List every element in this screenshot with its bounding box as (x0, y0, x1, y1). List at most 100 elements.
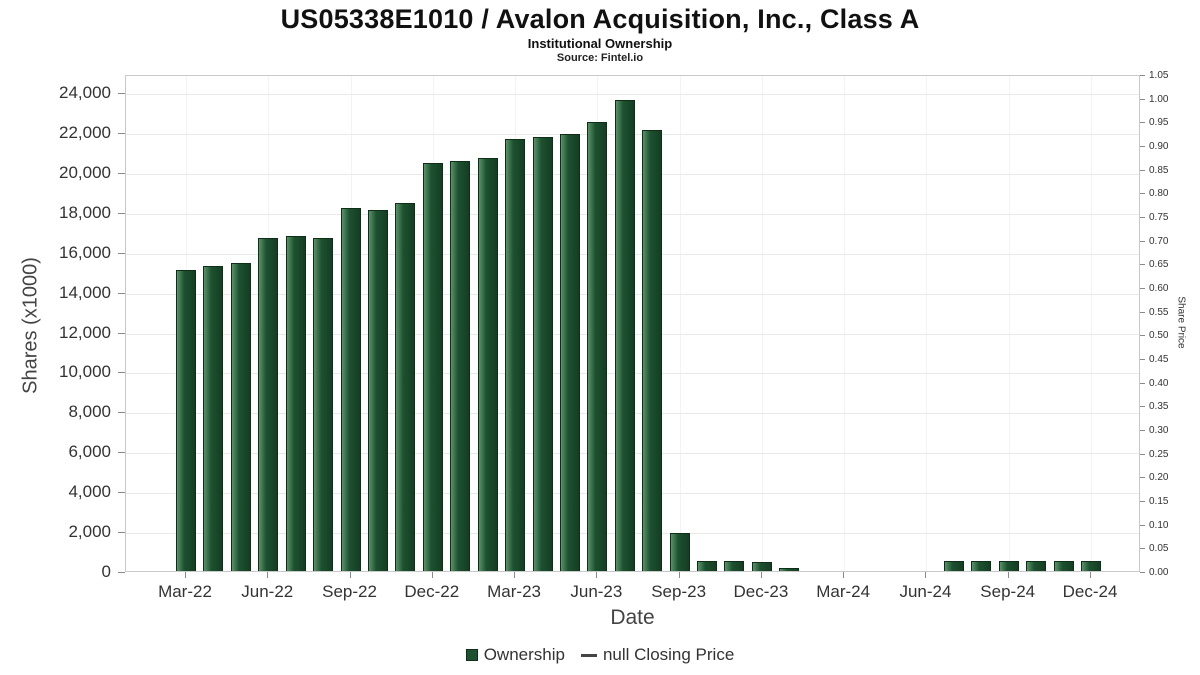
chart-subtitle: Institutional Ownership (527, 36, 673, 51)
y-tick-label: 16,000 (59, 242, 111, 262)
tick-mark (925, 572, 927, 578)
y-tick-label: 10,000 (59, 362, 111, 382)
y-tick-label: 22,000 (59, 122, 111, 142)
ownership-bar[interactable] (367, 209, 388, 571)
price-tick-label: 0.10 (1149, 519, 1169, 531)
tick-mark (1140, 406, 1145, 408)
ownership-bar[interactable] (724, 561, 745, 571)
plot-area (125, 75, 1140, 572)
ownership-bar[interactable] (1026, 561, 1047, 571)
legend-item-ownership[interactable]: Ownership (465, 645, 565, 665)
price-tick-label: 0.75 (1149, 212, 1169, 223)
ownership-bar[interactable] (697, 561, 718, 571)
line-swatch-icon (580, 653, 597, 657)
gridline (679, 76, 681, 571)
ownership-bar[interactable] (203, 265, 224, 571)
ownership-bar[interactable] (422, 162, 443, 571)
legend-label-closing-price: null Closing Price (602, 645, 735, 664)
price-tick-label: 0.05 (1149, 543, 1169, 555)
gridline (126, 94, 1139, 95)
tick-mark (1140, 335, 1145, 337)
tick-mark (118, 492, 125, 494)
x-tick-label: Mar-23 (487, 582, 541, 601)
x-tick-label: Dec-22 (404, 582, 460, 601)
tick-mark (1140, 501, 1145, 502)
price-tick-label: 0.95 (1149, 117, 1169, 129)
price-tick-label: 0.20 (1149, 472, 1169, 484)
y-tick-label: 6,000 (68, 442, 111, 462)
bar-swatch-icon (465, 649, 478, 661)
gridline (761, 76, 763, 571)
price-tick-label: 1.05 (1149, 70, 1169, 81)
y-tick-label: 0 (101, 562, 111, 581)
chart-title: US05338E1010 / Avalon Acquisition, Inc.,… (280, 4, 920, 34)
y-axis-label-shares: Shares (x1000) (19, 257, 42, 394)
ownership-bar[interactable] (751, 562, 772, 571)
y-tick-label: 18,000 (59, 202, 111, 222)
legend-item-closing-price[interactable]: null Closing Price (580, 645, 735, 665)
ownership-bar[interactable] (258, 237, 279, 571)
tick-mark (118, 292, 125, 294)
ownership-bar[interactable] (285, 235, 306, 571)
ownership-bar[interactable] (669, 533, 690, 571)
tick-mark (349, 572, 351, 578)
y-tick-label: 12,000 (59, 322, 111, 342)
tick-mark (678, 572, 680, 578)
tick-mark (118, 93, 125, 94)
tick-mark (118, 372, 125, 374)
tick-mark (1140, 75, 1145, 76)
ownership-bar[interactable] (943, 561, 964, 571)
ownership-bar[interactable] (998, 561, 1019, 571)
tick-mark (118, 252, 125, 254)
x-tick-label: Mar-22 (158, 582, 212, 601)
ownership-bar[interactable] (1053, 561, 1074, 571)
x-tick-label: Jun-24 (899, 582, 952, 601)
ownership-bar[interactable] (230, 262, 251, 571)
tick-mark (1140, 430, 1145, 431)
ownership-bar[interactable] (559, 133, 580, 571)
price-tick-label: 0.80 (1149, 188, 1169, 200)
tick-mark (843, 572, 845, 578)
y-axis-label-price: Share Price (1175, 296, 1187, 349)
y-tick-label: 14,000 (59, 282, 111, 302)
tick-mark (1140, 524, 1145, 526)
x-tick-label: Jun-22 (241, 582, 294, 601)
tick-mark (118, 412, 125, 414)
price-tick-label: 0.55 (1149, 306, 1169, 318)
price-tick-label: 0.25 (1149, 448, 1169, 460)
tick-mark (1140, 453, 1145, 455)
ownership-bar[interactable] (340, 207, 361, 571)
tick-mark (596, 572, 598, 578)
ownership-bar[interactable] (450, 160, 471, 571)
ownership-bar[interactable] (395, 202, 416, 571)
ownership-bar[interactable] (532, 136, 553, 571)
tick-mark (118, 172, 125, 174)
price-tick-label: 0.15 (1149, 496, 1169, 507)
tick-mark (185, 572, 186, 578)
ownership-bar[interactable] (176, 269, 196, 571)
ownership-bar[interactable] (614, 99, 635, 571)
price-tick-label: 0.60 (1149, 283, 1169, 294)
ownership-bar[interactable] (971, 561, 992, 571)
tick-mark (1140, 359, 1145, 360)
ownership-bar[interactable] (779, 568, 800, 571)
tick-mark (1140, 548, 1145, 550)
ownership-bar[interactable] (313, 237, 334, 571)
ownership-bar[interactable] (477, 157, 498, 571)
tick-mark (118, 572, 125, 573)
gridline (1008, 76, 1010, 571)
chart-source: Source: Fintel.io (556, 52, 644, 64)
ownership-bar[interactable] (505, 138, 526, 571)
ownership-bar[interactable] (587, 121, 608, 571)
price-tick-label: 1.00 (1149, 93, 1169, 105)
ownership-bar[interactable] (1081, 561, 1101, 571)
tick-mark (1140, 288, 1145, 289)
x-tick-label: Sep-22 (322, 582, 377, 601)
ownership-bar[interactable] (642, 129, 663, 571)
price-tick-label: 0.30 (1149, 425, 1169, 436)
tick-mark (1140, 217, 1145, 218)
gridline (926, 76, 928, 571)
y-tick-label: 4,000 (68, 482, 111, 502)
tick-mark (118, 532, 125, 534)
